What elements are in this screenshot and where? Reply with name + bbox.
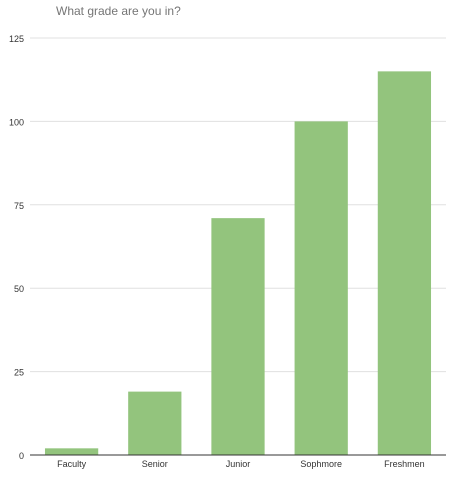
x-tick-label: Freshmen [384, 459, 425, 469]
y-tick-label: 0 [19, 451, 24, 461]
chart-title: What grade are you in? [56, 4, 181, 18]
y-tick-label: 75 [14, 201, 24, 211]
bar-sophmore [294, 121, 348, 456]
y-tick-label: 50 [14, 284, 24, 294]
bar-faculty [44, 448, 99, 455]
bar-freshmen [377, 71, 432, 456]
x-tick-label: Sophmore [300, 459, 342, 469]
y-tick-label: 25 [14, 368, 24, 378]
x-tick-label: Faculty [57, 459, 87, 469]
x-tick-label: Senior [142, 459, 168, 469]
bar-junior [211, 218, 265, 455]
bar-senior [128, 391, 182, 455]
y-tick-label: 125 [9, 34, 24, 44]
y-tick-label: 100 [9, 117, 24, 127]
x-tick-label: Junior [226, 459, 251, 469]
